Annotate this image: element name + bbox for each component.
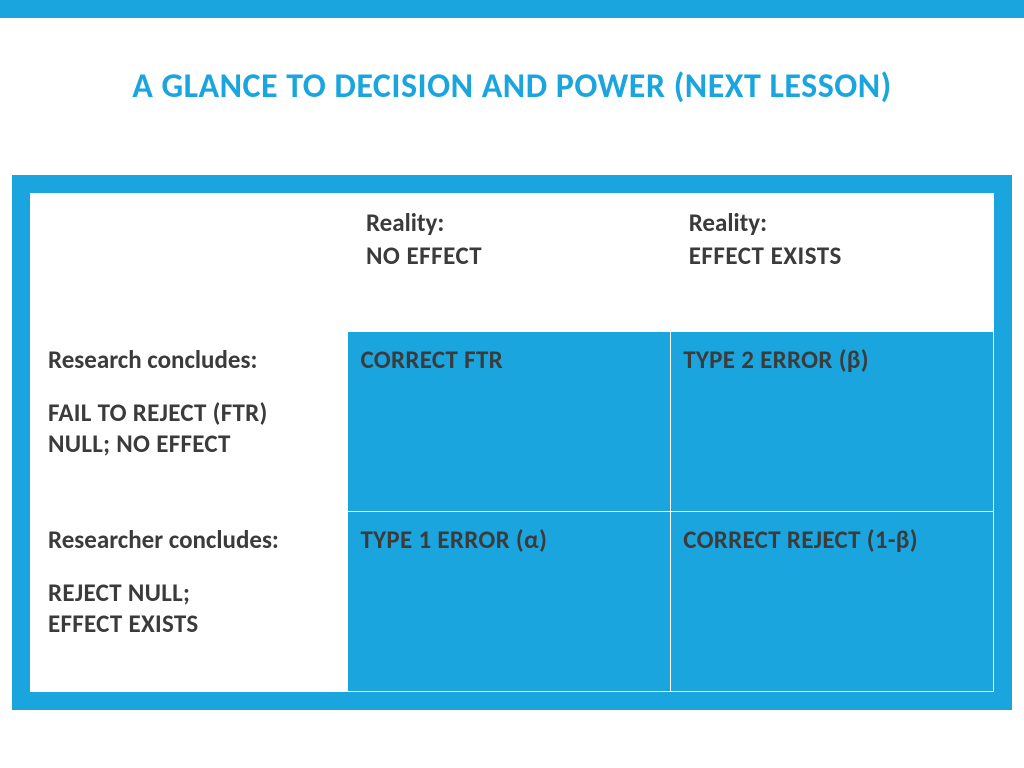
slide-title: A GLANCE TO DECISION AND POWER (NEXT LES… xyxy=(0,18,1024,125)
header-line1: Reality: xyxy=(366,207,653,238)
row-label-line2: REJECT NULL; xyxy=(48,577,329,608)
row-label-line3: NULL; NO EFFECT xyxy=(48,428,329,459)
header-row: Reality: NO EFFECT Reality: EFFECT EXIST… xyxy=(30,193,994,332)
decision-power-table: Reality: NO EFFECT Reality: EFFECT EXIST… xyxy=(30,193,994,692)
cell-correct-reject: CORRECT REJECT (1-β) xyxy=(671,512,994,692)
row-label-ftr: Research concludes: FAIL TO REJECT (FTR)… xyxy=(30,332,348,512)
cell-text: CORRECT REJECT (1-β) xyxy=(683,524,975,555)
row-label-line1: Research concludes: xyxy=(48,344,329,375)
cell-type-1-error: TYPE 1 ERROR (α) xyxy=(348,512,671,692)
table-frame: Reality: NO EFFECT Reality: EFFECT EXIST… xyxy=(12,175,1012,710)
header-empty xyxy=(30,193,348,332)
header-line1: Reality: xyxy=(689,207,976,238)
row-reject: Researcher concludes: REJECT NULL; EFFEC… xyxy=(30,512,994,692)
row-label-line1: Researcher concludes: xyxy=(48,524,329,555)
row-ftr: Research concludes: FAIL TO REJECT (FTR)… xyxy=(30,332,994,512)
cell-text: CORRECT FTR xyxy=(360,344,652,375)
row-label-line3: EFFECT EXISTS xyxy=(48,608,329,639)
cell-text: TYPE 1 ERROR (α) xyxy=(360,524,652,555)
header-reality-effect-exists: Reality: EFFECT EXISTS xyxy=(671,193,994,332)
top-accent-bar xyxy=(0,0,1024,18)
cell-text: TYPE 2 ERROR (β) xyxy=(683,344,975,375)
header-reality-no-effect: Reality: NO EFFECT xyxy=(348,193,671,332)
row-label-reject: Researcher concludes: REJECT NULL; EFFEC… xyxy=(30,512,348,692)
header-line2: EFFECT EXISTS xyxy=(689,240,976,271)
cell-type-2-error: TYPE 2 ERROR (β) xyxy=(671,332,994,512)
row-label-line2: FAIL TO REJECT (FTR) xyxy=(48,397,329,428)
cell-correct-ftr: CORRECT FTR xyxy=(348,332,671,512)
header-line2: NO EFFECT xyxy=(366,240,653,271)
